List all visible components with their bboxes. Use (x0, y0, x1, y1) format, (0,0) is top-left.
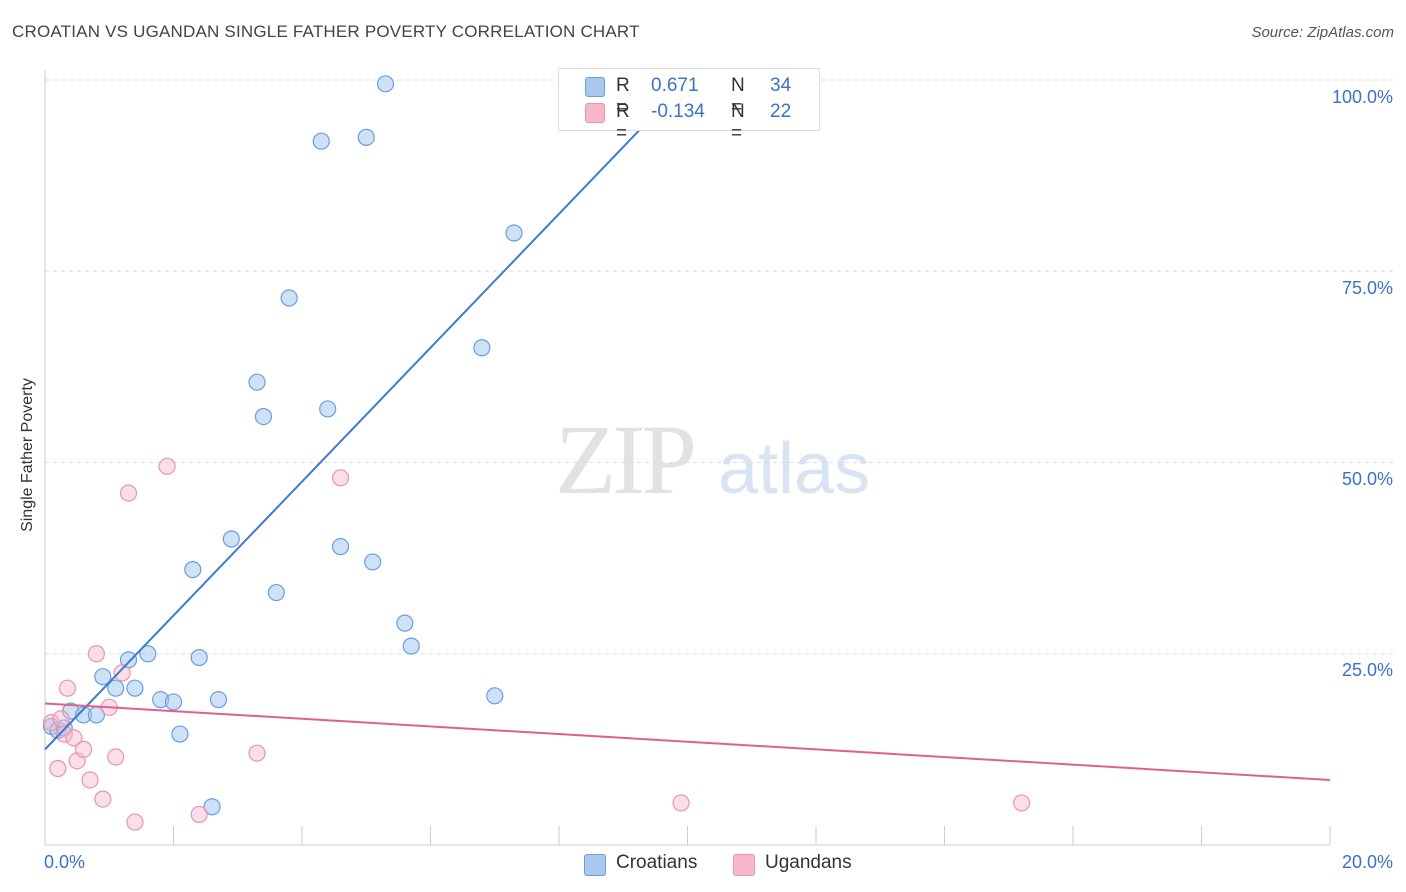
y-tick-75: 75.0% (1341, 278, 1393, 298)
point-ugandans (87, 645, 106, 663)
point-ugandans (74, 740, 93, 758)
legend-swatch-croatians (585, 77, 605, 97)
point-ugandans (58, 679, 77, 697)
point-ugandans (1012, 794, 1031, 812)
point-ugandans (107, 748, 125, 766)
point-croatians (203, 798, 221, 816)
point-croatians (184, 560, 202, 579)
point-croatians (312, 132, 330, 150)
point-croatians (319, 400, 337, 418)
point-croatians (364, 553, 382, 571)
point-croatians (222, 530, 240, 548)
series-legend: Croatians Ugandans (0, 852, 1406, 878)
point-ugandans (672, 794, 690, 812)
legend-n-label: N = (731, 101, 745, 144)
y-tick-100: 100.0% (1331, 87, 1393, 107)
legend-r-label: R = (616, 75, 630, 118)
legend-r-value: -0.134 (651, 101, 705, 122)
point-croatians (126, 679, 144, 697)
point-ugandans (119, 484, 138, 502)
point-ugandans (248, 744, 266, 762)
point-croatians (107, 679, 125, 697)
point-croatians (505, 224, 523, 242)
point-croatians (248, 373, 266, 391)
legend-label-croatians: Croatians (616, 852, 698, 873)
legend-swatch-croatians (584, 854, 606, 876)
point-ugandans (81, 771, 99, 789)
point-croatians (209, 691, 228, 709)
point-ugandans (331, 469, 350, 487)
point-croatians (357, 128, 375, 146)
point-ugandans (49, 759, 67, 778)
legend-label-ugandans: Ugandans (765, 852, 852, 873)
point-ugandans (42, 713, 61, 732)
legend-n-value: 22 (770, 101, 792, 122)
point-croatians (280, 289, 298, 307)
watermark-atlas: atlas (718, 429, 871, 509)
legend-n-value: 34 (770, 75, 792, 96)
point-croatians (267, 583, 285, 602)
legend-swatch-ugandans (585, 103, 605, 123)
y-tick-50: 50.0% (1341, 469, 1393, 489)
chart-title: CROATIAN VS UGANDAN SINGLE FATHER POVERT… (12, 22, 640, 41)
point-croatians (486, 687, 504, 705)
x-tick-min: 0.0% (44, 852, 86, 872)
source-label: Source: ZipAtlas.com (1251, 24, 1394, 41)
point-croatians (473, 339, 491, 357)
legend-n-label: N = (731, 75, 745, 118)
point-croatians (94, 668, 112, 686)
correlation-legend: R = 0.671 N = 34 R = -0.134 N = 22 (558, 68, 820, 144)
x-tick-max: 20.0% (1341, 852, 1393, 872)
y-tick-25: 25.0% (1341, 660, 1393, 680)
point-ugandans (190, 805, 208, 824)
point-ugandans (158, 457, 176, 475)
point-croatians (331, 538, 350, 556)
legend-r-value: 0.671 (651, 75, 699, 96)
point-croatians (376, 75, 395, 93)
point-ugandans (65, 729, 83, 747)
point-croatians (396, 614, 414, 632)
watermark-zip: ZIP (555, 404, 697, 515)
legend-swatch-ugandans (733, 854, 755, 876)
point-croatians (190, 648, 208, 667)
point-croatians (402, 637, 420, 655)
point-ugandans (94, 790, 112, 808)
legend-r-label: R = (616, 101, 630, 144)
point-ugandans (113, 664, 131, 682)
point-croatians (164, 693, 183, 711)
point-croatians (254, 408, 273, 426)
trend-line-ugandans (44, 702, 1331, 781)
trend-line-croatians (44, 79, 689, 751)
point-ugandans (52, 710, 70, 728)
point-croatians (139, 645, 157, 663)
point-croatians (171, 725, 189, 743)
point-ugandans (126, 813, 144, 831)
